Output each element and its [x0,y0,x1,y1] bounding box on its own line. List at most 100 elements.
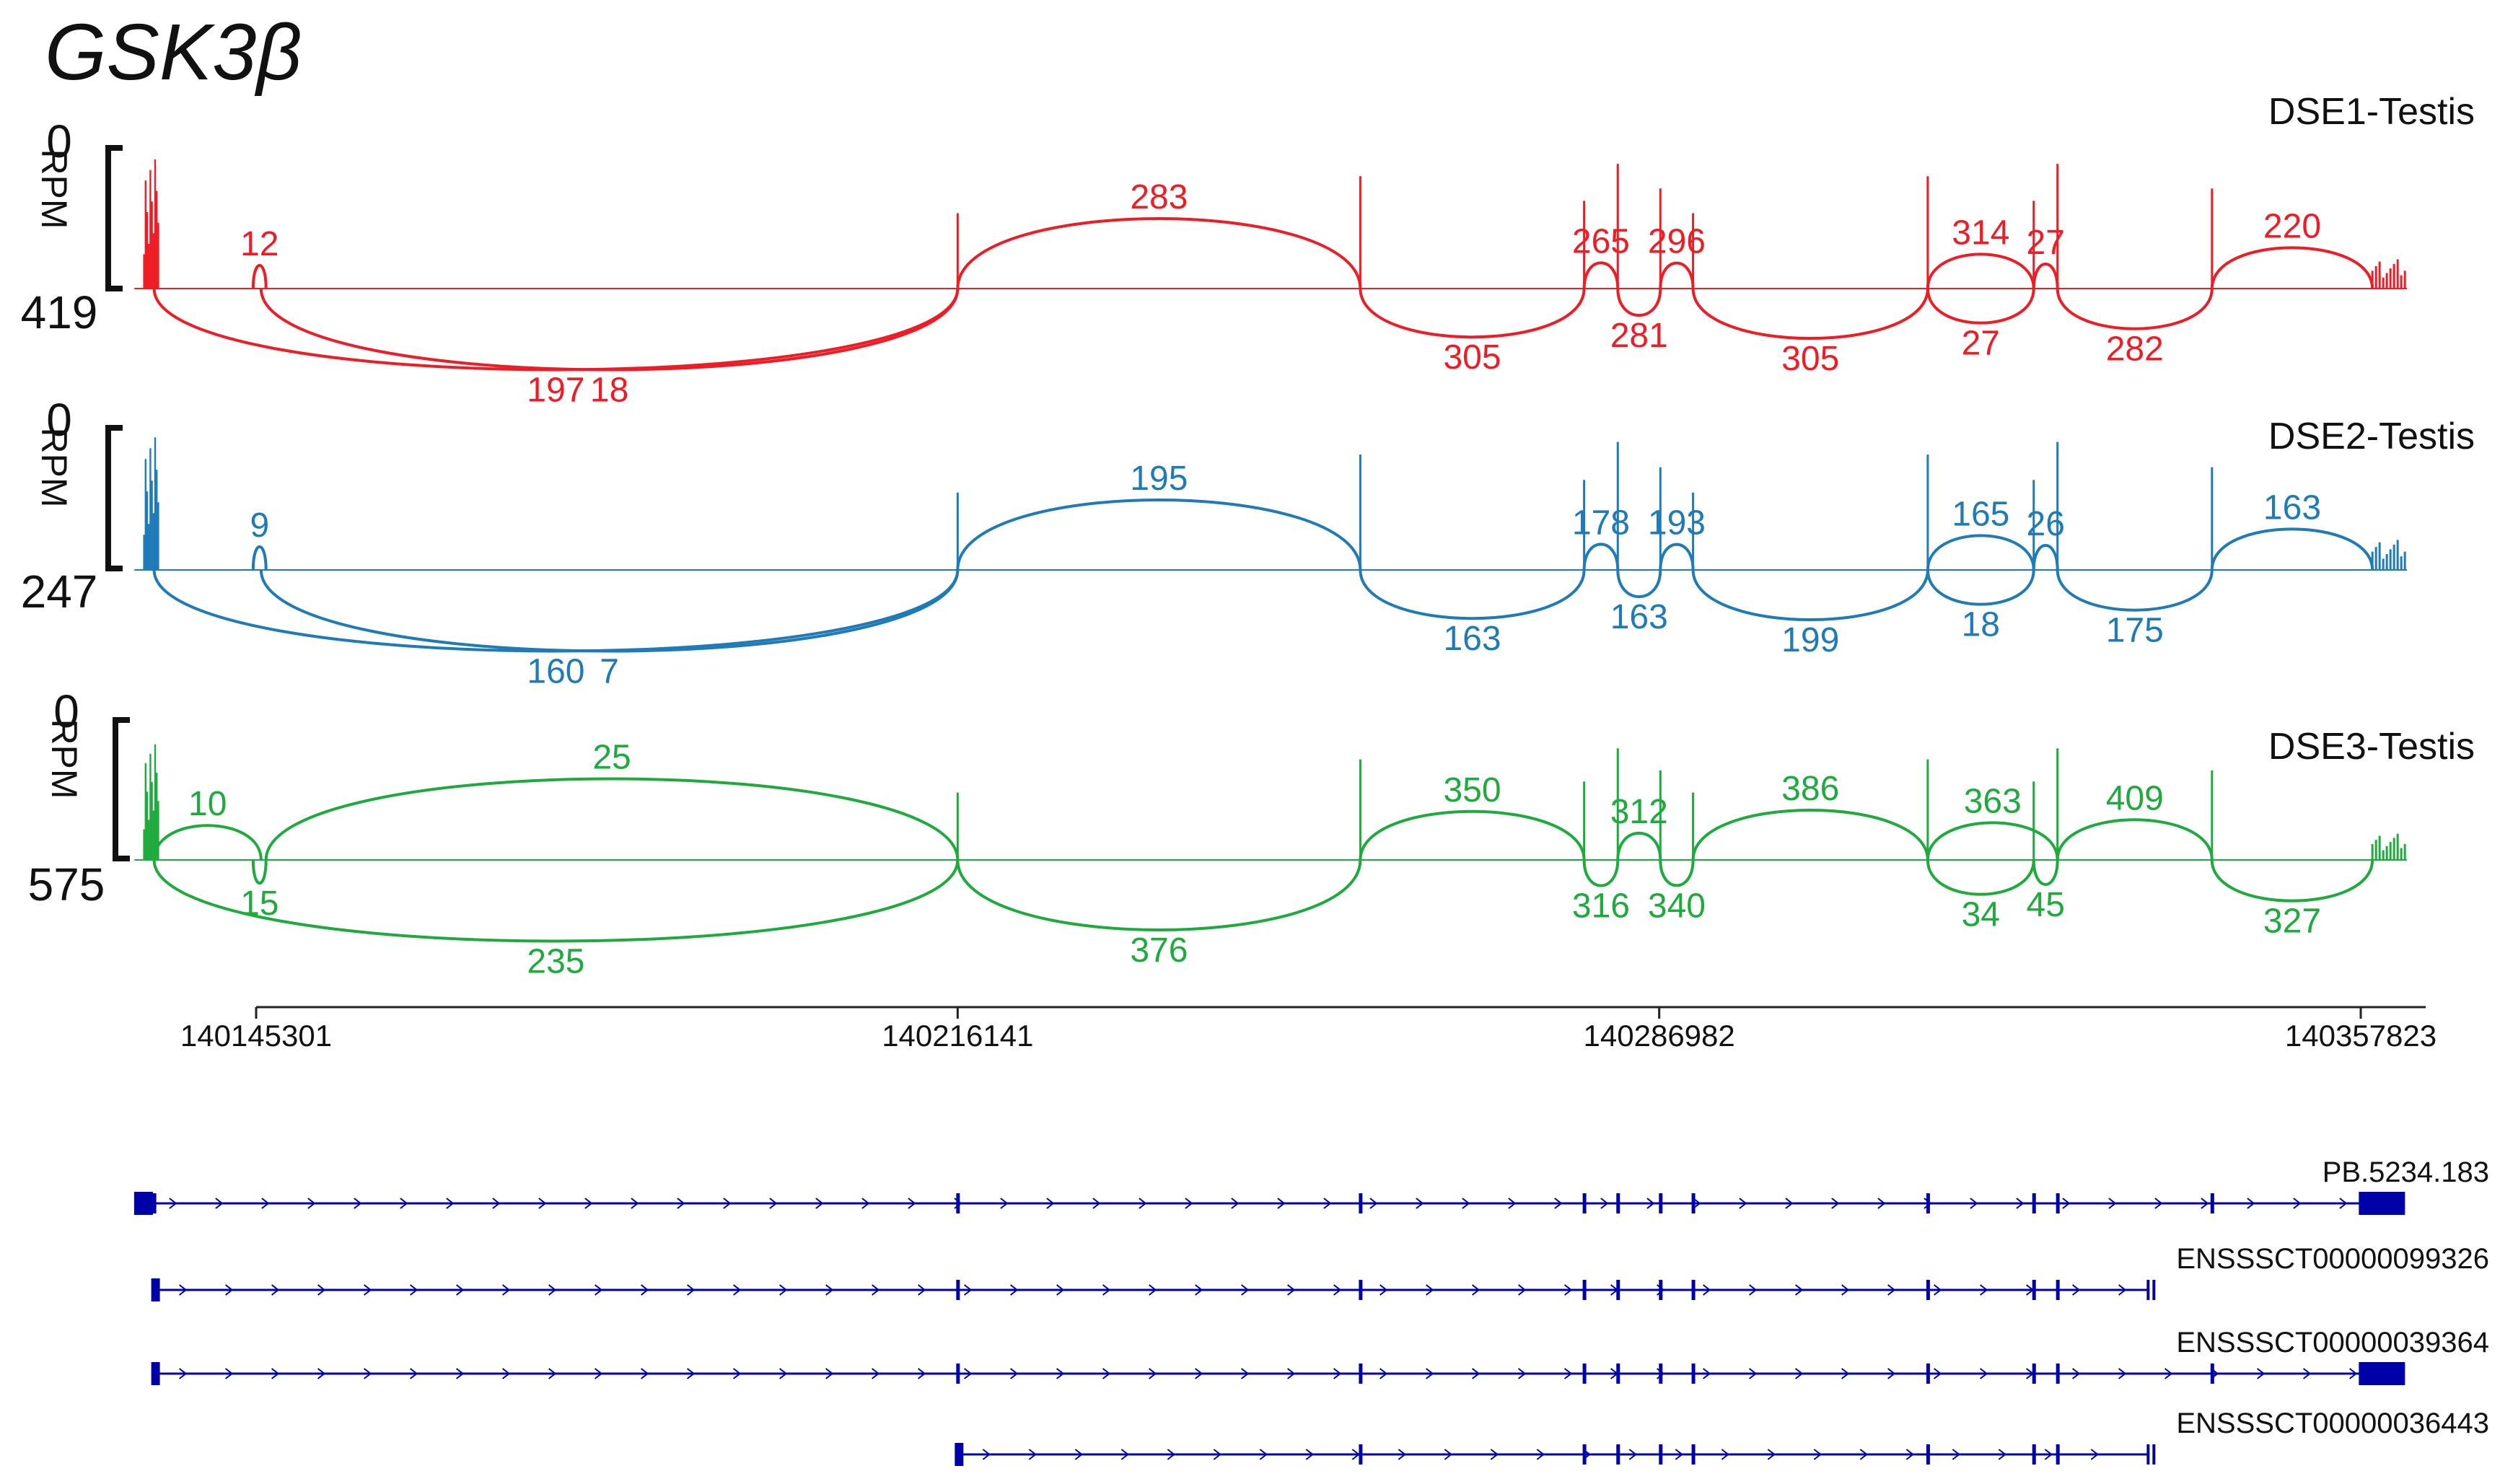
exon [2210,1364,2214,1384]
strand-chevron [2247,1198,2255,1209]
junction-label: 312 [1610,793,1668,831]
junction-label: 27 [1962,325,2000,363]
strand-chevron [1517,1284,1527,1296]
junction-arc [152,824,263,861]
strand-chevron [548,1284,557,1296]
exon [1582,1364,1587,1384]
strand-chevron [594,1368,603,1379]
junction-arc [1926,569,2035,606]
junction-arc [264,777,960,861]
axis-tick-label: 140145301 [180,1019,332,1053]
strand-chevron [594,1284,603,1296]
strand-chevron [2154,1198,2163,1209]
junction-label: 160 [527,653,584,691]
junction-arc [1616,832,1662,861]
exon [956,1193,960,1213]
strand-chevron [1000,1198,1009,1209]
junction-label: 327 [2263,903,2321,941]
strand-chevron [1831,1198,1840,1209]
rpm-label-dse2: RPM [34,427,74,507]
junction-arc [1359,288,1586,339]
junction-label: 340 [1648,887,1706,925]
strand-chevron [455,1284,465,1296]
strand-chevron [871,1284,880,1296]
strand-chevron [409,1284,418,1296]
exon [1359,1280,1363,1300]
strand-chevron [1490,1449,1499,1460]
junction-label: 314 [1952,214,2009,252]
exon [1691,1364,1696,1384]
junction-label: 193 [1648,504,1706,543]
strand-chevron [1933,1368,1942,1379]
exon [151,1362,160,1385]
strand-chevron [825,1284,834,1296]
strand-chevron [1563,1284,1573,1296]
strand-chevron [1425,1368,1434,1379]
strand-chevron [224,1284,234,1296]
strand-chevron [501,1284,511,1296]
strand-chevron [1563,1368,1573,1379]
strand-chevron [2164,1368,2173,1379]
strand-chevron [584,1198,593,1209]
junction-label: 163 [1443,620,1501,658]
strand-chevron [1471,1368,1481,1379]
strand-chevron [1444,1449,1452,1460]
junction-arc [956,499,1362,571]
strand-chevron [363,1284,372,1296]
scale-bracket-dse2 [105,425,123,571]
strand-chevron [2348,1368,2358,1379]
strand-chevron [1933,1284,1942,1296]
junction-arc [2210,246,2374,289]
strand-chevron [1841,1368,1850,1379]
strand-chevron [1398,1449,1406,1460]
strand-chevron [686,1284,696,1296]
junction-arc [259,288,960,372]
strand-chevron [1702,1284,1711,1296]
track-label-dse3: DSE3-Testis [2268,726,2475,768]
strand-chevron [1979,1284,1988,1296]
junction-arc [152,569,960,653]
exon [1616,1193,1620,1213]
strand-chevron [1379,1368,1388,1379]
exon [1616,1444,1620,1465]
gene-title: GSK3β [45,8,302,97]
strand-chevron [1416,1198,1424,1209]
strand-chevron [1841,1284,1850,1296]
strand-chevron [1286,1284,1296,1296]
junction-label: 386 [1781,770,1839,808]
junction-arc [1582,859,1620,887]
strand-chevron [2044,1449,2053,1460]
junction-arc [1359,809,1586,861]
strand-chevron [2071,1284,2081,1296]
junction-arc [1691,809,1929,861]
strand-chevron [1675,1449,1683,1460]
junction-label: 34 [1962,896,2000,934]
junction-label: 197 [527,372,584,410]
junction-arc [251,545,268,571]
exon [2210,1193,2214,1213]
strand-chevron [723,1198,732,1209]
exon [2359,1192,2405,1215]
exon [151,1278,160,1301]
strand-chevron [400,1198,408,1209]
exon [1616,1280,1620,1300]
strand-chevron [982,1449,991,1460]
strand-chevron [1517,1368,1527,1379]
junction-label: 25 [592,739,631,777]
exon [2032,1280,2036,1300]
rpm-label-dse1: RPM [34,149,74,229]
strand-chevron [1554,1198,1563,1209]
exon [1691,1193,1696,1213]
strand-chevron [686,1368,696,1379]
exon [1582,1444,1587,1465]
strand-chevron [1323,1198,1332,1209]
strand-chevron [2256,1368,2266,1379]
strand-chevron [1748,1368,1758,1379]
junction-label: 305 [1781,340,1839,378]
strand-chevron [861,1198,870,1209]
strand-chevron [1471,1284,1481,1296]
exon [2056,1193,2060,1213]
